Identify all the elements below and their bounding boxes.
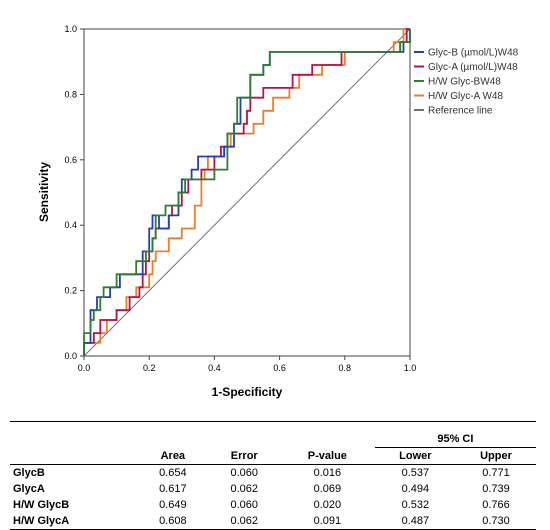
cell-area: 0.654 (159, 467, 187, 479)
ci-label: 95% CI (374, 430, 536, 448)
x-tick-label: 0.8 (339, 363, 352, 373)
row-label: H/W GlycA (10, 513, 138, 530)
y-tick-label: 0.8 (64, 89, 77, 99)
series-line-1 (83, 28, 410, 356)
cell-p-value: 0.069 (313, 483, 342, 495)
x-tick-label: 0.6 (273, 363, 286, 373)
header-lower: Lower (374, 447, 456, 465)
table-row: H/W GlycA 0.608 0.062 0.091 0.487 0.730 (10, 513, 536, 530)
legend-label: H/W Glyc-BW48 (428, 77, 501, 88)
header-blank (10, 447, 138, 465)
header-area: Area (137, 447, 209, 465)
cell-lower: 0.532 (401, 499, 430, 511)
row-label: GlycB (13, 467, 45, 479)
cell-error: 0.060 (230, 467, 259, 479)
roc-chart: 0.0 0.2 0.4 0.6 0.8 1.0 0.0 0.2 0.4 0.6 0.8 1.0 1-S… (37, 24, 519, 399)
cell-p-value: 0.016 (313, 467, 342, 479)
cell-upper: 0.730 (455, 513, 536, 530)
cell-lower: 0.494 (401, 483, 430, 495)
cell-lower: 0.537 (401, 467, 430, 479)
cell-error: 0.062 (230, 483, 259, 495)
series-layer (83, 28, 411, 357)
axis-layer: 0.0 0.2 0.4 0.6 0.8 1.0 0.0 0.2 0.4 0.6 0.8 1.0 (64, 24, 416, 373)
table-top-rule (10, 421, 536, 430)
header-error: Error (208, 447, 280, 465)
header-p-value: P-value (279, 447, 375, 465)
table-row: GlycA 0.617 0.062 0.069 0.494 0.739 (10, 481, 536, 497)
x-tick-label: 0.0 (78, 363, 91, 373)
cell-p-value: 0.020 (313, 499, 342, 511)
roc-statistics-table: 95% CI Area Error P-value Lower Upper Gl… (10, 421, 536, 530)
table-row: H/W GlycB 0.649 0.060 0.020 0.532 0.766 (10, 497, 536, 513)
y-tick-label: 0.4 (64, 220, 77, 230)
series-line-2 (83, 29, 411, 356)
legend-label: Glyc-A (µmol/L)W48 (428, 62, 518, 73)
cell-upper: 0.771 (482, 467, 510, 479)
y-axis-title: Sensitivity (37, 162, 51, 222)
x-tick-label: 1.0 (404, 363, 417, 373)
legend-label: Reference line (428, 106, 493, 117)
ci-header-row: 95% CI (10, 430, 536, 448)
y-tick-label: 0.2 (64, 286, 77, 296)
cell-lower: 0.487 (374, 513, 456, 530)
row-label: GlycA (13, 483, 45, 495)
cell-area: 0.617 (159, 483, 187, 495)
cell-area: 0.649 (159, 499, 187, 511)
header-upper: Upper (455, 447, 536, 465)
cell-area: 0.608 (137, 513, 209, 530)
x-tick-label: 0.2 (143, 363, 156, 373)
series-line-4 (83, 28, 411, 357)
cell-upper: 0.766 (482, 499, 510, 511)
cell-error: 0.062 (208, 513, 280, 530)
row-label: H/W GlycB (13, 499, 70, 511)
x-axis-title: 1-Specificity (212, 385, 283, 399)
y-tick-label: 1.0 (64, 24, 77, 34)
cell-error: 0.060 (230, 499, 259, 511)
cell-upper: 0.739 (482, 483, 510, 495)
table-row: GlycB 0.654 0.060 0.016 0.537 0.771 (10, 465, 536, 482)
y-tick-label: 0.0 (64, 351, 77, 361)
legend-label: Glyc-B (µmol/L)W48 (428, 48, 519, 59)
table-header-row: Area Error P-value Lower Upper (10, 447, 536, 465)
cell-p-value: 0.091 (279, 513, 375, 530)
y-tick-label: 0.6 (64, 155, 77, 165)
legend-label: H/W Glyc-A W48 (428, 91, 503, 102)
legend: Glyc-B (µmol/L)W48 Glyc-A (µmol/L)W48 H/W … (414, 48, 519, 117)
x-tick-label: 0.4 (208, 363, 221, 373)
